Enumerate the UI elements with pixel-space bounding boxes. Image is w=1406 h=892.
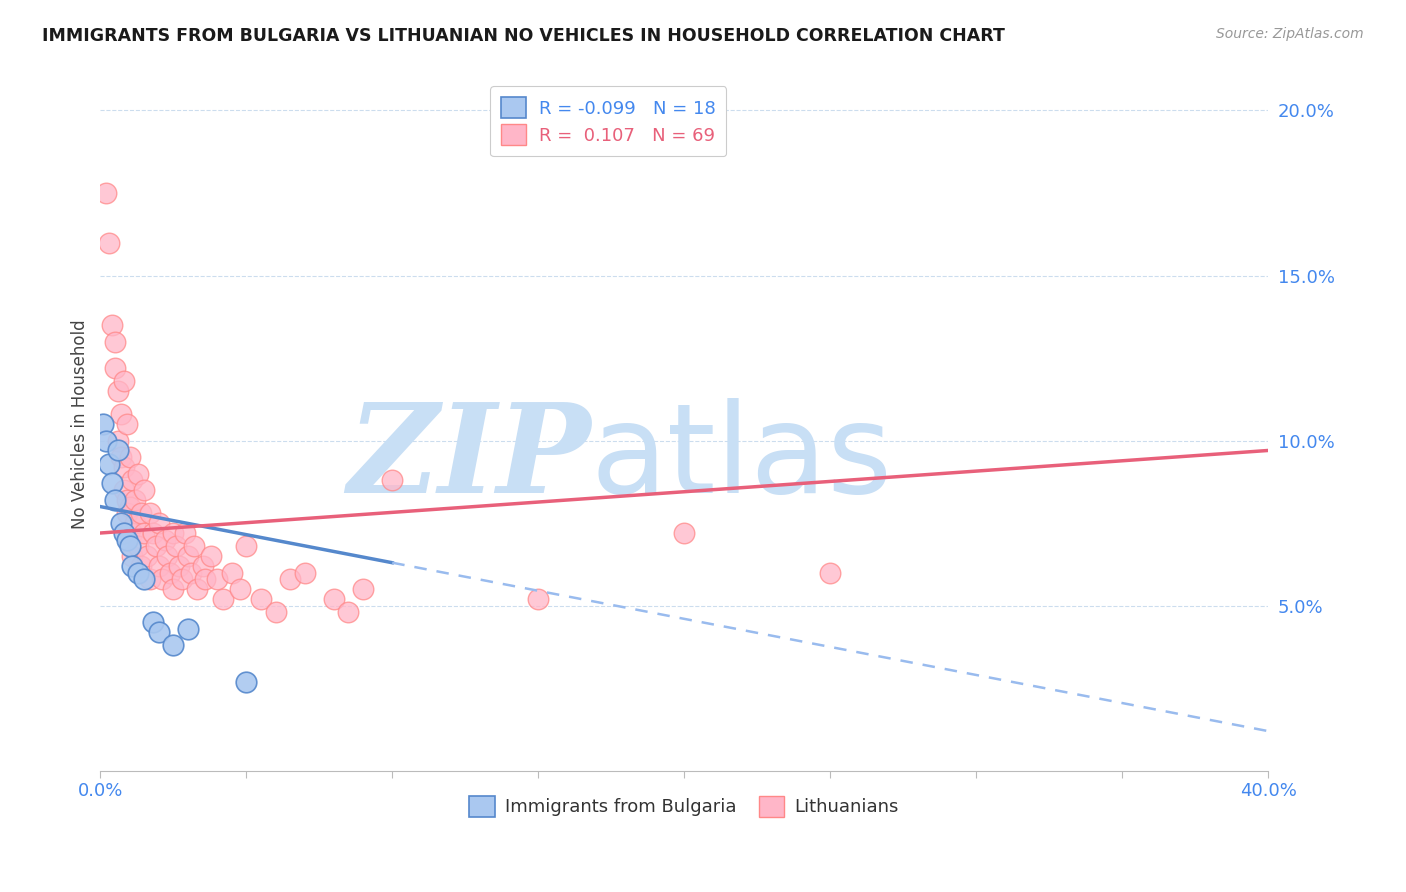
Point [118,539,141,553]
Point [96,186,118,200]
Point [278,572,301,586]
Point [118,500,141,514]
Point [162,526,184,541]
Point [121,559,143,574]
Point [150,572,173,586]
Text: IMMIGRANTS FROM BULGARIA VS LITHUANIAN NO VEHICLES IN HOUSEHOLD CORRELATION CHAR: IMMIGRANTS FROM BULGARIA VS LITHUANIAN N… [42,27,1005,45]
Point [121,473,143,487]
Point [142,526,165,541]
Point [172,572,194,586]
Point [352,582,374,596]
Point [112,526,135,541]
Point [159,566,181,580]
Point [127,467,149,481]
Point [186,582,208,596]
Point [139,506,162,520]
Point [212,592,235,607]
Point [221,566,243,580]
Point [167,559,190,574]
Point [177,622,200,636]
Point [101,476,124,491]
Point [200,549,222,563]
Point [96,434,118,448]
Point [121,549,143,563]
Point [112,460,135,475]
Point [235,539,257,553]
Point [229,582,252,596]
Point [129,559,152,574]
Point [337,605,360,619]
Point [91,417,114,431]
Point [139,572,162,586]
Point [124,493,146,508]
Point [101,318,124,332]
Text: atlas: atlas [591,398,893,519]
Point [142,615,165,629]
Text: ZIP: ZIP [347,398,591,519]
Point [381,473,404,487]
Point [118,450,141,464]
Point [104,360,127,375]
Point [162,582,184,596]
Point [98,235,121,250]
Point [110,407,132,421]
Point [148,516,170,530]
Point [129,506,152,520]
Point [110,516,132,530]
Point [104,334,127,349]
Point [107,443,129,458]
Point [673,526,696,541]
Point [104,493,127,508]
Point [127,539,149,553]
Point [180,566,202,580]
Legend: Immigrants from Bulgaria, Lithuanians: Immigrants from Bulgaria, Lithuanians [463,789,907,824]
Point [527,592,550,607]
Point [115,493,138,508]
Point [156,549,179,563]
Point [818,566,841,580]
Point [235,674,257,689]
Point [294,566,316,580]
Point [322,592,344,607]
Point [183,539,205,553]
Point [121,526,143,541]
Point [264,605,287,619]
Point [145,539,167,553]
Point [107,434,129,448]
Point [98,457,121,471]
Point [148,625,170,640]
Point [115,533,138,547]
Point [148,559,170,574]
Point [115,506,138,520]
Point [124,516,146,530]
Point [127,566,149,580]
Point [107,384,129,398]
Point [165,539,187,553]
Point [110,450,132,464]
Text: Source: ZipAtlas.com: Source: ZipAtlas.com [1216,27,1364,41]
Point [250,592,273,607]
Point [112,483,135,497]
Point [136,549,159,563]
Point [134,526,156,541]
Point [118,523,141,537]
Point [112,374,135,388]
Point [134,572,156,586]
Point [134,483,156,497]
Point [115,417,138,431]
Point [194,572,217,586]
Point [205,572,228,586]
Y-axis label: No Vehicles in Household: No Vehicles in Household [72,319,89,529]
Point [162,638,184,652]
Point [174,526,197,541]
Point [177,549,200,563]
Point [153,533,176,547]
Point [191,559,214,574]
